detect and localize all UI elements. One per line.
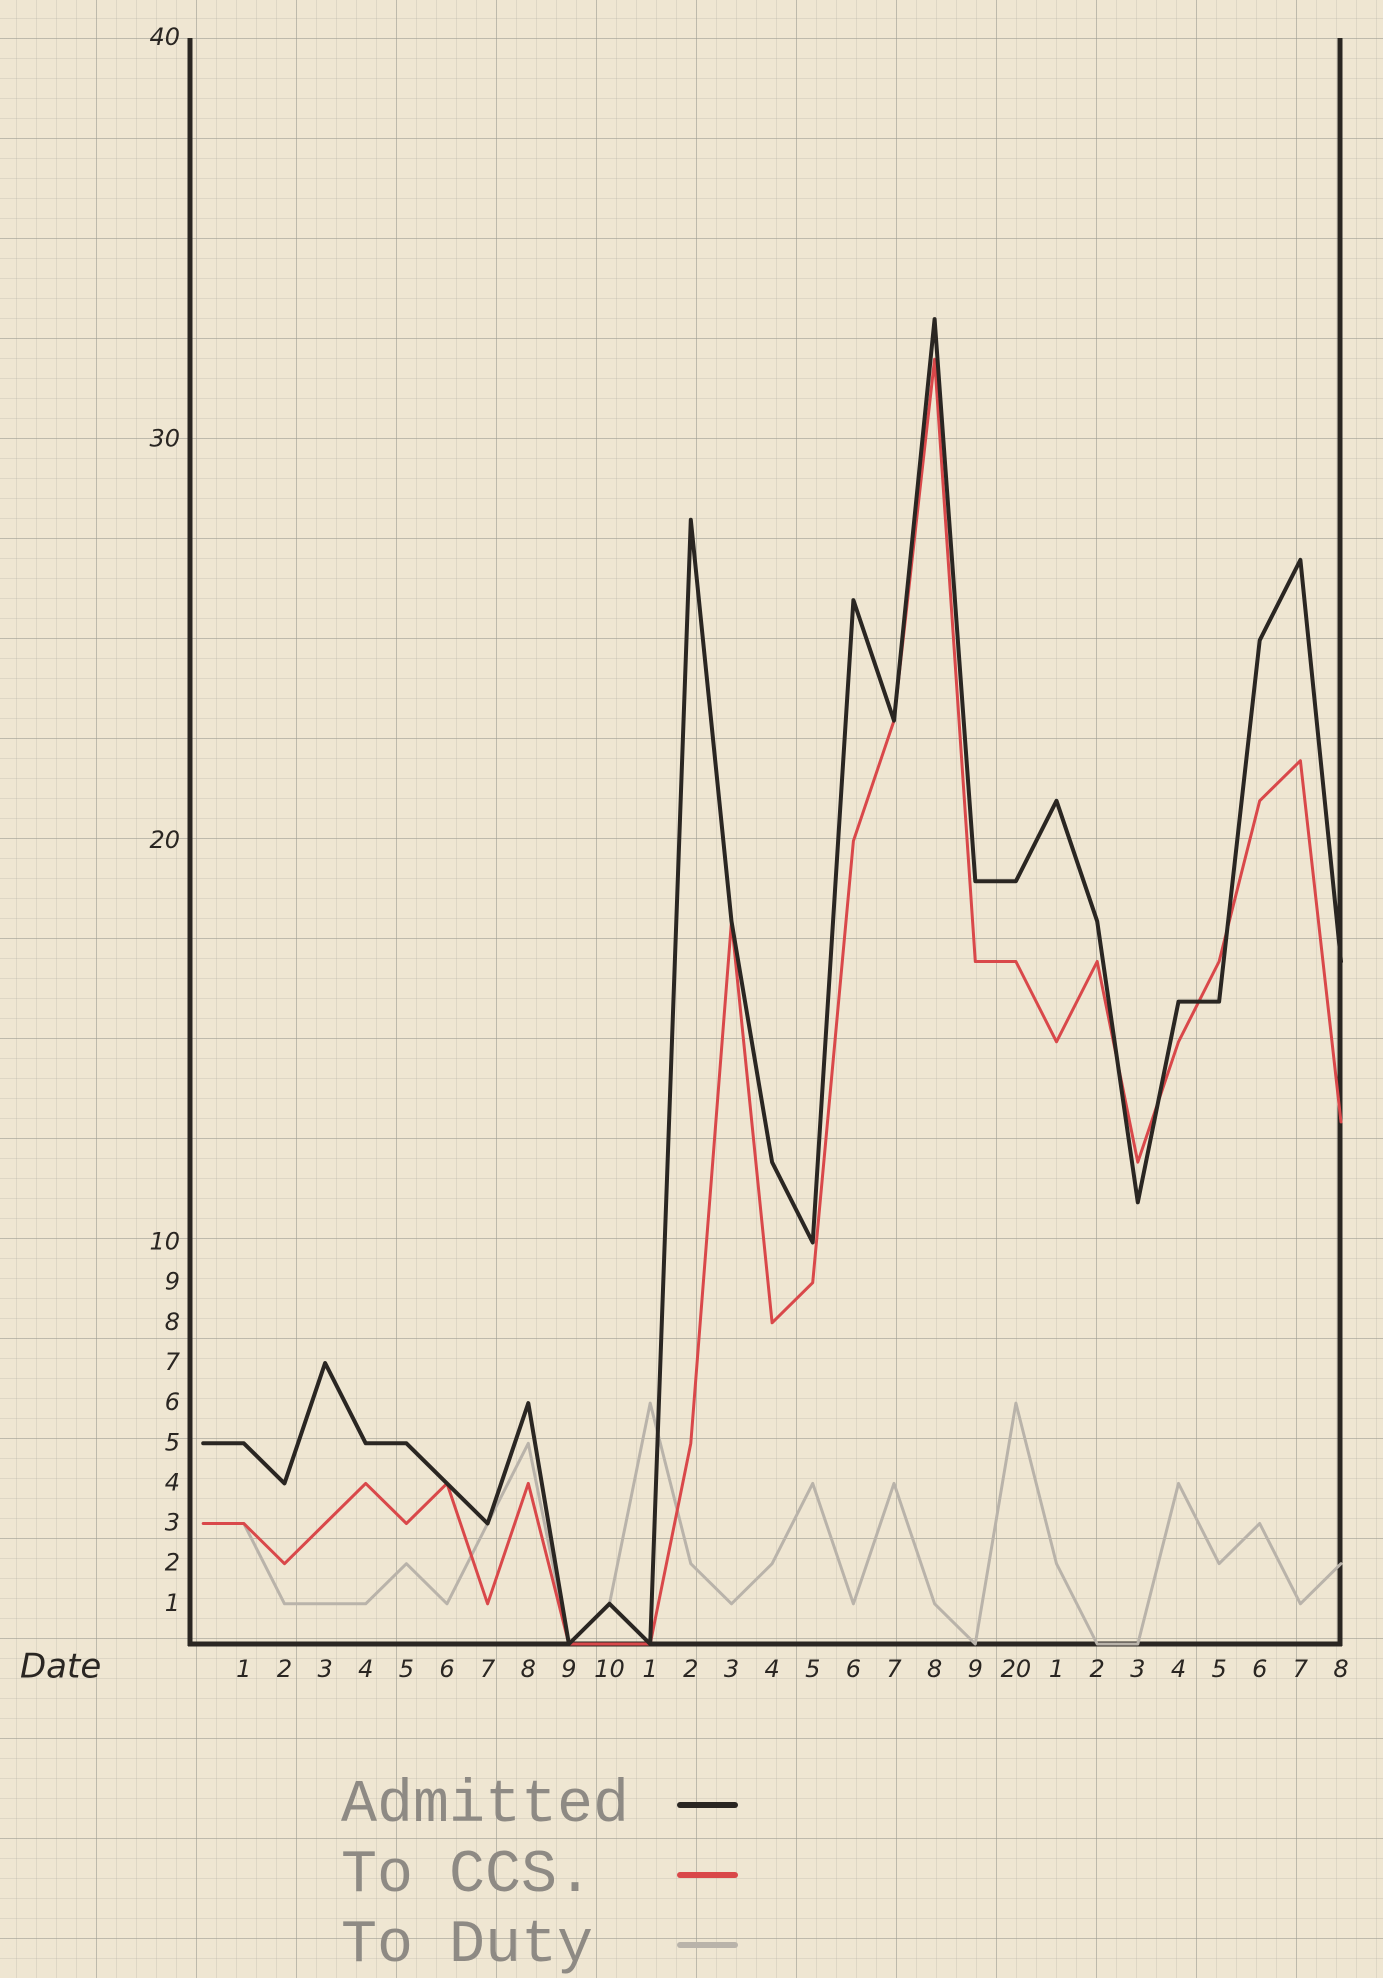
- x-tick-label: 8: [521, 1655, 536, 1683]
- x-tick-label: 4: [764, 1655, 779, 1683]
- legend-label: Admitted: [341, 1772, 629, 1840]
- x-tick-label: 4: [1171, 1655, 1186, 1683]
- y-tick-label: 8: [165, 1308, 180, 1336]
- legend-label: To CCS.: [341, 1842, 593, 1910]
- x-tick-label: 5: [1211, 1655, 1226, 1683]
- x-tick-label: 5: [399, 1655, 414, 1683]
- x-tick-label: 1: [1049, 1655, 1064, 1683]
- y-tick-label: 4: [165, 1468, 180, 1496]
- page: {"chart_data": {"type": "line", "x_label…: [0, 0, 1383, 1978]
- x-tick-label: 6: [439, 1655, 454, 1683]
- x-tick-label: 8: [1333, 1655, 1348, 1683]
- x-axis-label: Date: [20, 1647, 101, 1687]
- y-tick-label: 1: [165, 1589, 180, 1617]
- x-tick-label: 5: [805, 1655, 820, 1683]
- y-tick-label: 2: [165, 1549, 180, 1577]
- x-tick-label: 7: [886, 1655, 902, 1683]
- x-tick-label: 2: [277, 1655, 292, 1683]
- y-tick-label: 30: [149, 425, 180, 453]
- x-tick-label: 6: [1252, 1655, 1267, 1683]
- x-tick-label: 6: [846, 1655, 861, 1683]
- x-tick-label: 3: [1130, 1655, 1145, 1683]
- y-tick-label: 6: [165, 1388, 180, 1416]
- y-tick-label: 3: [165, 1509, 180, 1537]
- y-tick-label: 10: [149, 1228, 180, 1256]
- x-tick-label: 7: [480, 1655, 496, 1683]
- x-tick-label: 10: [594, 1655, 625, 1683]
- legend-label: To Duty: [341, 1912, 593, 1978]
- x-tick-label: 7: [1293, 1655, 1309, 1683]
- y-tick-label: 5: [165, 1428, 180, 1456]
- y-tick-label: 7: [165, 1348, 181, 1376]
- y-tick-label: 20: [149, 826, 180, 854]
- x-tick-label: 1: [643, 1655, 658, 1683]
- chart: Date 12345678910203040123456789101234567…: [0, 0, 1383, 1978]
- y-tick-label: 40: [149, 23, 180, 51]
- x-tick-label: 3: [724, 1655, 739, 1683]
- x-tick-label: 2: [1090, 1655, 1105, 1683]
- series-line: [203, 319, 1341, 1644]
- x-tick-label: 9: [561, 1655, 576, 1683]
- x-tick-label: 1: [236, 1655, 251, 1683]
- x-tick-label: 3: [317, 1655, 332, 1683]
- x-tick-label: 20: [1001, 1655, 1032, 1683]
- x-tick-label: 8: [927, 1655, 942, 1683]
- series-line: [203, 359, 1341, 1644]
- x-tick-label: 2: [683, 1655, 698, 1683]
- y-tick-label: 9: [165, 1268, 180, 1296]
- x-tick-label: 4: [358, 1655, 373, 1683]
- x-tick-label: 9: [968, 1655, 983, 1683]
